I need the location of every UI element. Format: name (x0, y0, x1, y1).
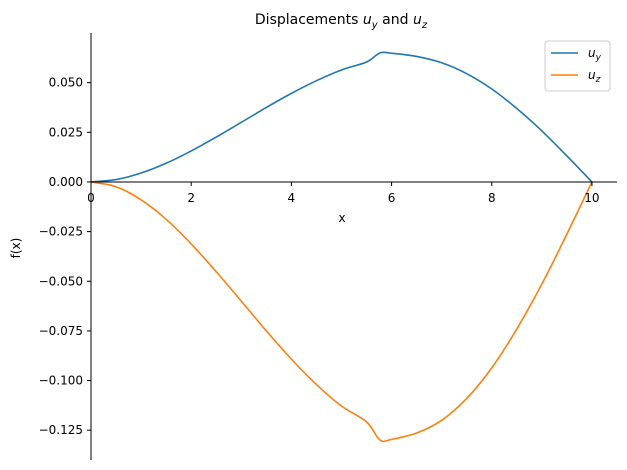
x-tick-label: 10 (584, 191, 599, 205)
title-subscript-1: y (371, 20, 379, 31)
x-tick-label: 0 (87, 191, 95, 205)
legend-subscript: y (595, 53, 602, 63)
title-symbol-2: u (413, 12, 422, 28)
y-axis-label: f(x) (9, 238, 23, 259)
y-tick-label: −0.075 (39, 324, 83, 338)
axes-layer: 0 2 4 6 8 10 0.050 0.025 0.000 −0.025 −0.050 −0.075… (39, 33, 617, 460)
title-middle: and (378, 12, 413, 28)
series-layer (90, 51, 593, 443)
legend-symbol: u (588, 46, 596, 60)
title-prefix: Displacements (255, 12, 363, 28)
y-tick-label: −0.100 (39, 374, 83, 388)
x-axis-label: x (338, 211, 345, 225)
series-line-u-y (90, 51, 593, 183)
y-tick-label: −0.025 (39, 225, 83, 239)
legend-symbol: u (588, 68, 596, 82)
series-line-u-z (90, 181, 593, 443)
legend-label-u-y: uy (588, 46, 602, 63)
title-subscript-2: z (421, 20, 428, 31)
title-symbol-1: u (363, 12, 372, 28)
legend-subscript: z (595, 75, 601, 85)
x-tick-label: 4 (288, 191, 296, 205)
y-tick-label: −0.125 (39, 423, 83, 437)
x-tick-label: 2 (187, 191, 195, 205)
x-tick-label: 8 (488, 191, 496, 205)
y-tick-label: 0.050 (49, 76, 83, 90)
y-tick-label: 0.000 (49, 175, 83, 189)
y-tick-label: −0.050 (39, 274, 83, 288)
y-tick-label: 0.025 (49, 125, 83, 139)
legend-label-u-z: uz (588, 68, 601, 85)
chart-title: Displacements uy and uz (255, 12, 428, 31)
x-tick-label: 6 (388, 191, 396, 205)
